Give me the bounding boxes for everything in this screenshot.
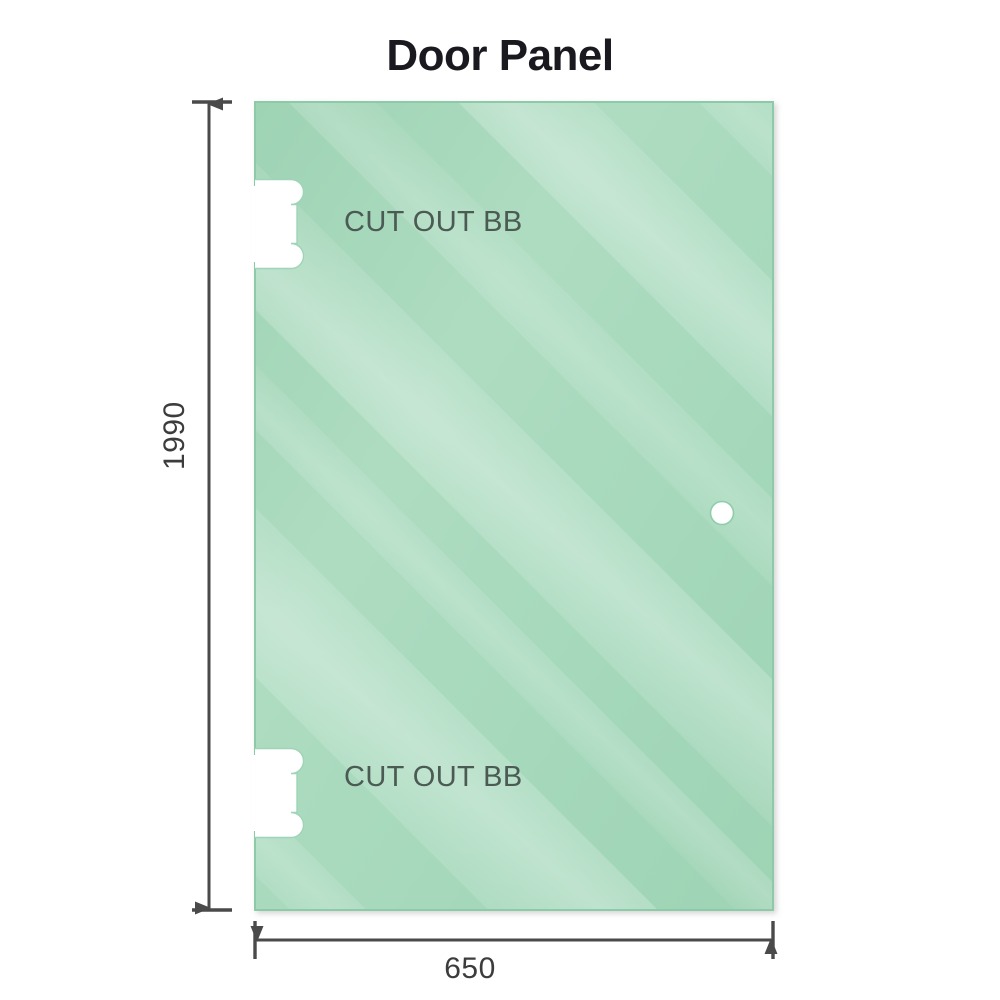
cutout-bb-upper-label: CUT OUT BB bbox=[344, 206, 523, 238]
cutout-bb-lower-label: CUT OUT BB bbox=[344, 761, 523, 793]
cutout-bb-upper[interactable] bbox=[251, 178, 305, 270]
dimension-width bbox=[250, 921, 778, 959]
cutout-bb-lower[interactable] bbox=[251, 747, 305, 839]
handle-hole-icon[interactable] bbox=[709, 500, 735, 526]
cutout-bb-lower-outline bbox=[255, 747, 305, 839]
width-dimension-label: 650 bbox=[444, 952, 496, 985]
glass-panel-edge bbox=[254, 101, 774, 911]
cutout-bb-upper-outline bbox=[255, 178, 305, 270]
dimension-height bbox=[192, 97, 232, 915]
page-title: Door Panel bbox=[386, 31, 614, 80]
height-dimension-label: 1990 bbox=[158, 401, 191, 470]
